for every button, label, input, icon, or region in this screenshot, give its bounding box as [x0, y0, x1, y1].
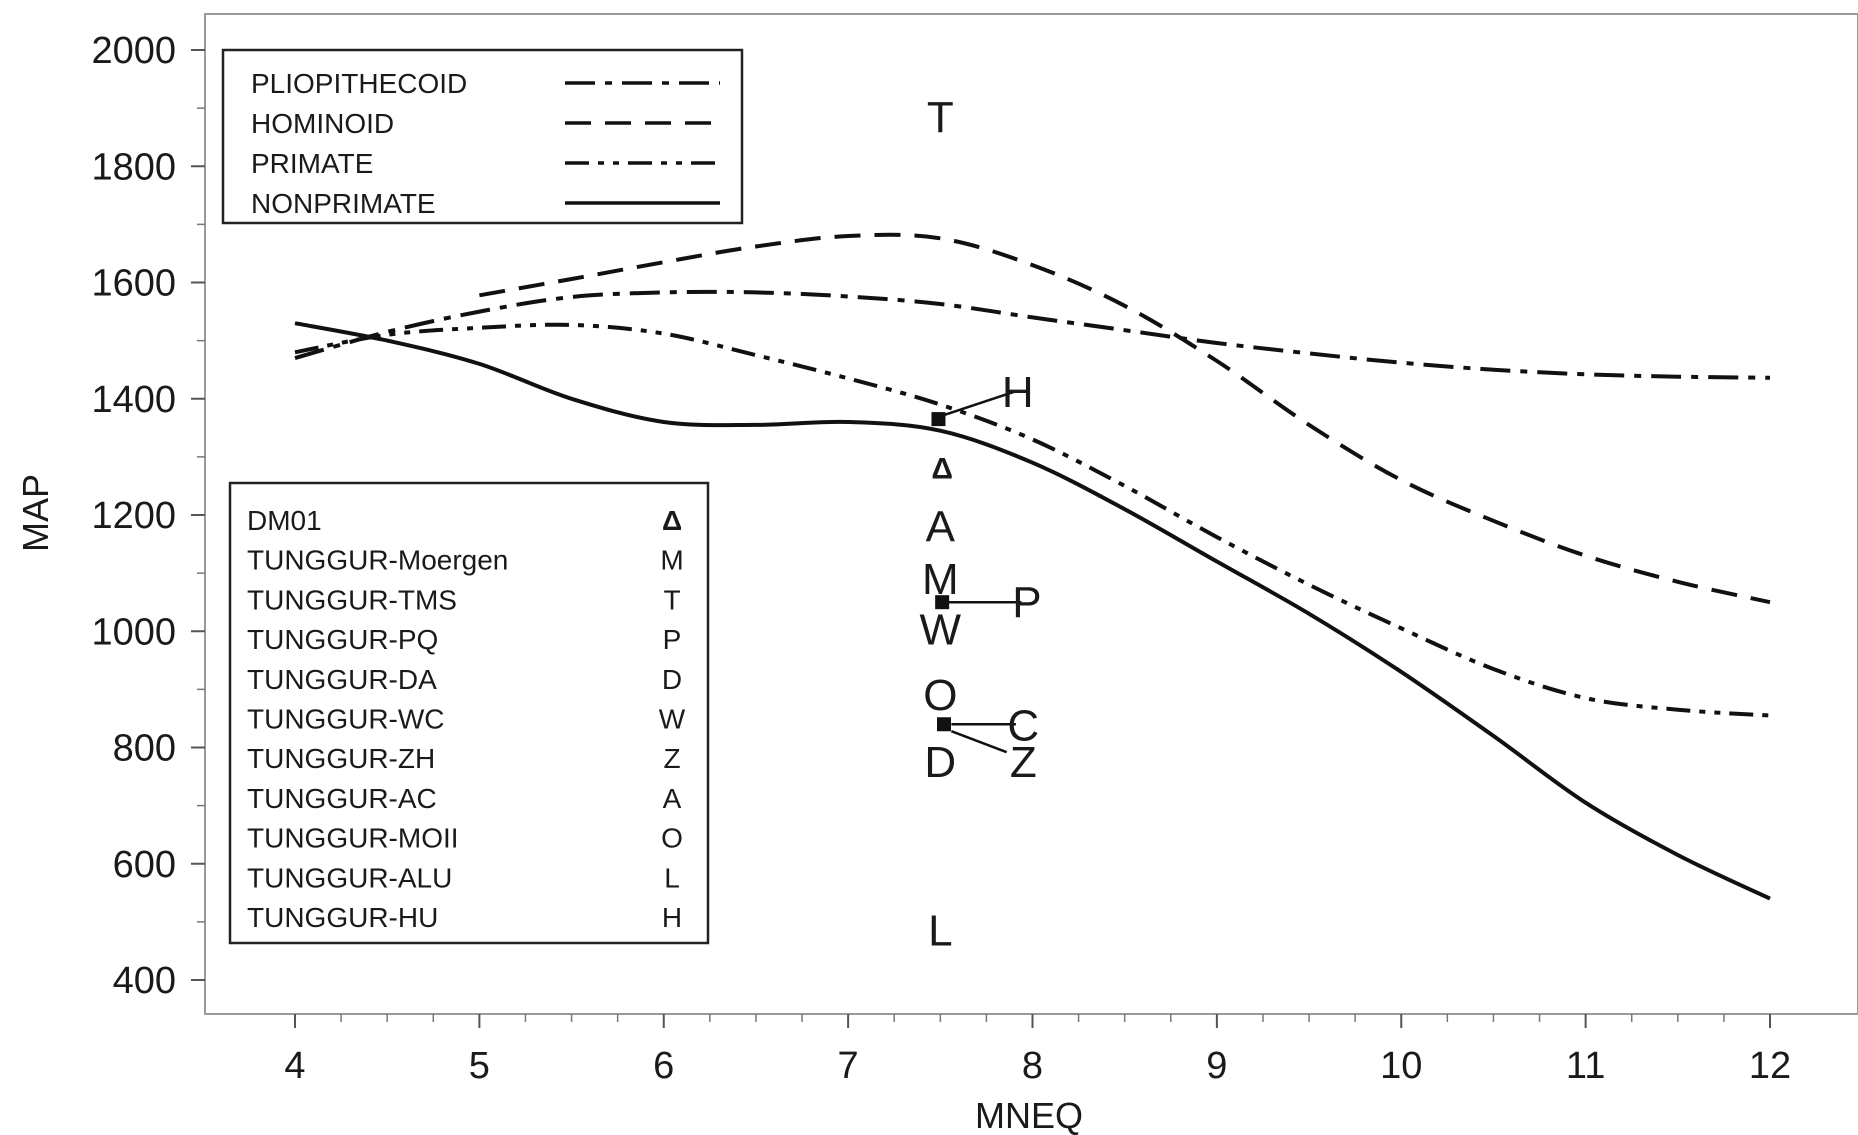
- series-legend-label: NONPRIMATE: [251, 188, 436, 219]
- y-tick-label: 1600: [91, 263, 176, 305]
- series-layer: [294, 232, 1771, 901]
- series-legend: PLIOPITHECOID HOMINOID PRIMATE NONPRIMATE: [221, 48, 744, 225]
- site-marker-label: O: [923, 671, 957, 720]
- site-legend-symbol: Z: [663, 743, 680, 774]
- y-tick-label: 1000: [91, 611, 176, 653]
- site-legend: DM01 Δ TUNGGUR-Moergen M TUNGGUR-TMS T TUNGGUR…: [228, 481, 710, 945]
- x-axis-label: MNEQ: [975, 1095, 1083, 1135]
- site-legend-symbol: H: [662, 902, 682, 933]
- site-marker-label: H: [1002, 368, 1034, 417]
- site-marker-label: D: [924, 738, 956, 787]
- site-legend-symbol: P: [663, 624, 682, 655]
- leader-line-h: [943, 390, 1015, 417]
- leader-line-z: [950, 730, 1008, 754]
- site-legend-label: DM01: [247, 505, 322, 536]
- site-legend-symbol: D: [662, 664, 682, 695]
- x-tick-label: 11: [1566, 1045, 1605, 1087]
- site-legend-symbol: W: [659, 704, 686, 735]
- y-tick-label: 1400: [91, 379, 176, 421]
- series-legend-label: PLIOPITHECOID: [251, 68, 467, 99]
- y-tick-label: 400: [113, 960, 176, 1002]
- y-tick-label: 1200: [91, 495, 176, 537]
- x-tick-label: 9: [1206, 1045, 1227, 1087]
- site-marker-label: W: [920, 606, 962, 655]
- site-marker-label: T: [927, 93, 954, 142]
- site-point: [935, 595, 950, 610]
- site-marker-label: A: [926, 503, 956, 552]
- x-tick-label: 8: [1022, 1045, 1043, 1087]
- site-legend-symbol: Δ: [662, 505, 682, 536]
- site-marker-label: Δ: [931, 453, 953, 486]
- site-marker-label: M: [922, 555, 959, 604]
- series-legend-label: HOMINOID: [251, 108, 394, 139]
- series-legend-label: PRIMATE: [251, 148, 373, 179]
- y-tick-label: 2000: [91, 30, 176, 72]
- site-legend-label: TUNGGUR-Moergen: [247, 545, 508, 576]
- site-marker-label: P: [1012, 578, 1041, 627]
- x-tick-label: 4: [284, 1045, 305, 1087]
- site-marker-label: L: [928, 907, 952, 956]
- site-legend-label: TUNGGUR-ALU: [247, 862, 452, 893]
- sites-layer: T H ΔAM P WO C D Z L: [920, 93, 1042, 956]
- site-point: [931, 412, 946, 427]
- y-tick-label: 600: [113, 844, 176, 886]
- site-point: [937, 717, 951, 732]
- site-legend-label: TUNGGUR-PQ: [247, 624, 438, 655]
- site-legend-label: TUNGGUR-ZH: [247, 743, 435, 774]
- y-axis-label: MAP: [15, 474, 56, 552]
- site-legend-symbol: A: [663, 783, 682, 814]
- site-legend-label: TUNGGUR-MOII: [247, 823, 459, 854]
- x-tick-label: 5: [469, 1045, 490, 1087]
- site-legend-symbol: T: [663, 584, 680, 615]
- x-tick-label: 6: [653, 1045, 674, 1087]
- y-tick-label: 800: [113, 728, 176, 770]
- x-tick-label: 12: [1749, 1045, 1791, 1087]
- series-line-primate: [294, 322, 1771, 718]
- y-tick-label: 1800: [91, 146, 176, 188]
- site-legend-label: TUNGGUR-DA: [247, 664, 437, 695]
- series-line-nonprimate: [294, 321, 1771, 901]
- x-tick-label: 7: [838, 1045, 859, 1087]
- x-tick-label: 10: [1380, 1045, 1422, 1087]
- axes: 4 5 6 7 8 9 10 11 12 400 600 800 1000 1200 1400 1600 180…: [91, 30, 1791, 1087]
- site-legend-symbol: O: [661, 823, 683, 854]
- series-legend-box: [221, 48, 744, 225]
- site-legend-symbol: M: [660, 545, 683, 576]
- site-legend-label: TUNGGUR-AC: [247, 783, 437, 814]
- site-marker-label: Z: [1010, 738, 1037, 787]
- site-legend-label: TUNGGUR-HU: [247, 902, 438, 933]
- site-legend-symbol: L: [664, 862, 680, 893]
- site-legend-label: TUNGGUR-WC: [247, 704, 445, 735]
- site-marker-label: C: [1007, 701, 1039, 750]
- series-line-pliopithecoid: [294, 289, 1771, 380]
- site-legend-label: TUNGGUR-TMS: [247, 584, 457, 615]
- site-legend-box: [228, 481, 710, 945]
- series-line-hominoid: [479, 232, 1771, 605]
